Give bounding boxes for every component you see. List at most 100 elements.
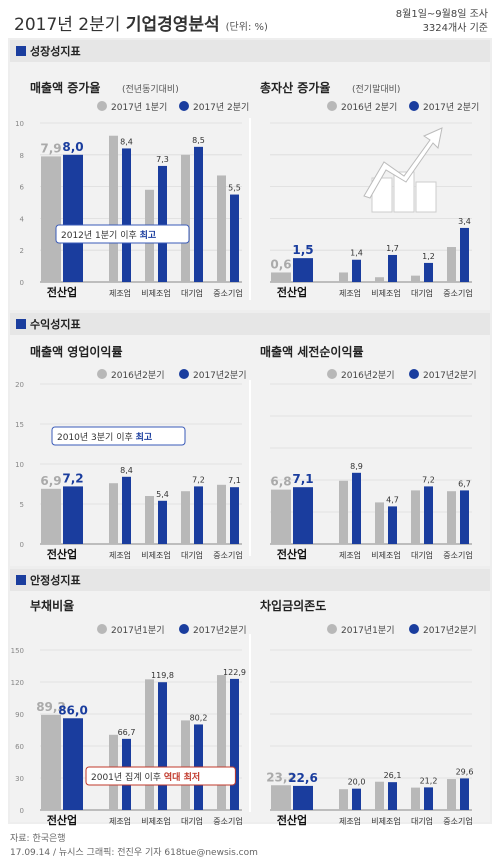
chart-4-value-label-curr-1: 7,1	[292, 472, 313, 486]
chart-3-value-label-prev-1: 6,9	[40, 474, 61, 488]
chart-6-category-label-3: 비제조업	[371, 817, 400, 826]
chart-6-bar-prev-2	[339, 789, 348, 810]
chart-3-bar-prev-2	[109, 483, 118, 544]
chart-3-y-tick-label: 10	[15, 461, 24, 469]
survey-period: 8월1일~9월8일 조사 3324개사 기준	[396, 8, 488, 36]
chart-3-bar-curr-1	[63, 486, 83, 544]
page-title: 2017년 2분기 기업경영분석 (단위: %)	[14, 10, 268, 35]
section-title-3: 안정성지표	[30, 573, 81, 587]
chart-2-category-label-5: 중소기업	[443, 289, 472, 298]
chart-3-value-label-curr-4: 7,2	[192, 475, 205, 484]
chart-1-y-tick-label: 0	[20, 279, 24, 287]
chart-6-category-label-2: 제조업	[339, 817, 361, 826]
chart-6-value-label-prev-1: 23,2	[266, 770, 296, 784]
chart-2-bar-curr-3	[388, 254, 397, 282]
chart-1-y-tick-label: 4	[20, 215, 25, 223]
chart-2-category-label-1: 전산업	[277, 285, 307, 299]
growth-arrow-illustration	[363, 127, 443, 213]
chart-4-legend-marker-prev	[327, 369, 337, 379]
chart-6-category-label-5: 중소기업	[443, 817, 472, 826]
chart-5-legend-label-prev: 2017년1분기	[111, 625, 164, 636]
chart-5-category-label-4: 대기업	[181, 817, 203, 826]
chart-3-bar-curr-4	[194, 486, 203, 544]
chart-2-bar-prev-4	[411, 275, 420, 282]
chart-3-value-label-curr-1: 7,2	[62, 471, 83, 485]
chart-3-category-label-2: 제조업	[109, 551, 131, 560]
credit-note: 17.09.14 / 뉴시스 그래픽: 전진우 기자 618tue@newsis…	[10, 848, 258, 858]
chart-4: 매출액 세전순이익률 2016년2분기 2017년2분기 6,8 7,1 8,9 4,7 7,…	[260, 344, 476, 561]
chart-1-title: 매출액 증가율	[30, 80, 100, 95]
chart-4-category-label-1: 전산업	[277, 547, 307, 561]
chart-4-bar-curr-2	[352, 472, 361, 544]
chart-5-value-label-curr-1: 86,0	[58, 703, 88, 717]
chart-2-subtitle: (전기말대비)	[352, 83, 400, 95]
chart-6-value-label-curr-1: 22,6	[288, 771, 318, 785]
chart-5-bar-curr-1	[63, 718, 83, 810]
chart-5: 부채비율 2017년1분기 2017년2분기 150 120 90 60 30 0 89,286,…	[11, 598, 247, 827]
chart-3-legend-marker-curr	[179, 369, 189, 379]
chart-1-y-tick-label: 2	[20, 247, 24, 255]
chart-1-value-label-curr-1: 8,0	[62, 140, 83, 154]
chart-3-category-label-3: 비제조업	[141, 551, 170, 560]
chart-6-bar-prev-4	[411, 787, 420, 810]
chart-3-annotation-plain: 2010년 3분기 이후	[57, 432, 136, 443]
chart-2-legend-label-curr: 2017년 2분기	[423, 102, 479, 113]
chart-2-legend-marker-prev	[327, 101, 337, 111]
chart-6-legend-marker-prev	[327, 624, 337, 634]
chart-1-value-label-curr-4: 8,5	[192, 136, 205, 145]
chart-6-legend-marker-curr	[409, 624, 419, 634]
illustration-block-2	[393, 171, 415, 213]
chart-6-bar-curr-4	[424, 787, 433, 810]
chart-3-bar-prev-3	[145, 496, 154, 544]
chart-5-category-label-3: 비제조업	[141, 817, 170, 826]
chart-2-bar-prev-3	[375, 277, 384, 282]
chart-4-title: 매출액 세전순이익률	[260, 344, 364, 359]
chart-4-value-label-curr-3: 4,7	[386, 495, 399, 504]
chart-1-category-label-5: 중소기업	[213, 289, 242, 298]
page-title-bold: 기업경영분석	[125, 15, 220, 35]
chart-1-value-label-curr-3: 7,3	[156, 155, 169, 164]
section-title-1: 성장성지표	[30, 44, 81, 58]
chart-4-bar-curr-3	[388, 506, 397, 544]
chart-2-bar-prev-2	[339, 272, 348, 282]
chart-1-y-tick-label: 8	[20, 152, 24, 160]
chart-1-y-tick-label: 10	[15, 120, 24, 128]
chart-2-category-label-2: 제조업	[339, 289, 361, 298]
chart-4-bar-prev-3	[375, 502, 384, 544]
chart-1-bar-prev-2	[109, 135, 118, 282]
chart-4-legend-label-prev: 2016년2분기	[341, 370, 394, 381]
chart-4-category-label-5: 중소기업	[443, 551, 472, 560]
chart-5-y-tick-label: 0	[20, 807, 24, 815]
chart-4-bar-prev-1	[271, 489, 291, 544]
chart-6-bar-curr-2	[352, 788, 361, 810]
chart-2-bar-curr-5	[460, 227, 469, 282]
chart-1-annotation-bold: 최고	[140, 229, 157, 241]
chart-5-category-label-2: 제조업	[109, 817, 131, 826]
chart-2-category-label-3: 비제조업	[371, 289, 400, 298]
chart-1-annotation-box	[55, 224, 190, 244]
chart-5-value-label-curr-5: 122,9	[223, 668, 246, 677]
chart-1-annotation-text: 2012년 1분기 이후 최고	[61, 229, 156, 241]
chart-2-category-label-4: 대기업	[411, 289, 433, 298]
chart-1-bar-prev-1	[41, 156, 61, 282]
section-header-bg-2	[10, 313, 490, 335]
chart-1-annotation-plain: 2012년 1분기 이후	[61, 230, 140, 241]
chart-5-category-label-5: 중소기업	[213, 817, 242, 826]
chart-3-bar-curr-5	[230, 487, 239, 544]
chart-5-value-label-curr-3: 119,8	[151, 671, 174, 680]
chart-4-value-label-curr-4: 7,2	[422, 475, 435, 484]
chart-3-bar-prev-5	[217, 484, 226, 544]
chart-3-y-tick-label: 5	[20, 501, 24, 509]
chart-3-category-label-4: 대기업	[181, 551, 203, 560]
chart-4-value-label-prev-1: 6,8	[270, 475, 291, 489]
chart-2-value-label-curr-4: 1,2	[422, 252, 435, 261]
chart-4-bar-curr-4	[424, 486, 433, 544]
chart-2-value-label-curr-1: 1,5	[292, 243, 313, 257]
chart-2-bar-prev-5	[447, 247, 456, 282]
chart-5-bar-prev-3	[145, 679, 154, 810]
chart-1-category-label-2: 제조업	[109, 289, 131, 298]
chart-1-bar-curr-2	[122, 148, 131, 282]
chart-2-bar-prev-1	[271, 272, 291, 282]
